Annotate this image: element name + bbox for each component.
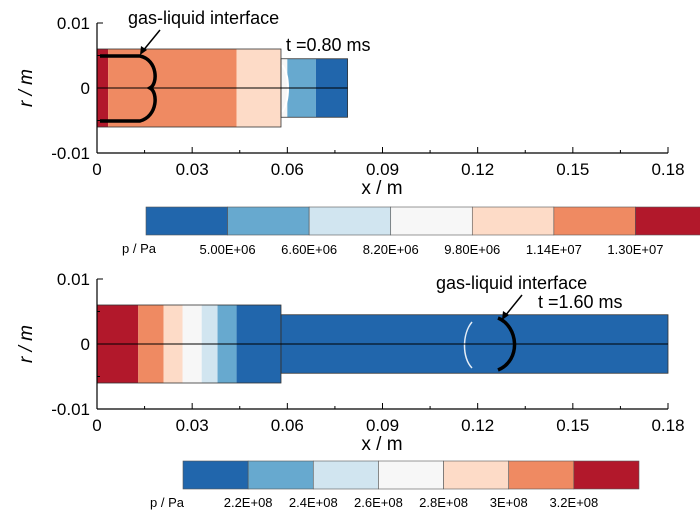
colorbar-cell: [227, 206, 310, 236]
colorbar-cell: [443, 460, 510, 490]
colorbar-2: p / Pa 2.2E+08 2.4E+08 2.6E+08 2.8E+08 3E+08…: [150, 460, 640, 510]
y-axis-label: r / m: [16, 69, 37, 107]
axis-ticks: 0 0.03 0.06 0.09 0.12 0.15 0.180.010-0.01: [51, 14, 684, 179]
colorbar-label: 5.00E+06: [200, 242, 256, 257]
colorbar-cell: [378, 460, 444, 490]
colorbar-cell: [247, 460, 314, 490]
colorbar-labels: 2.2E+08 2.4E+08 2.6E+08 2.8E+08 3E+08 3.2E+08: [224, 495, 599, 510]
colorbar-label: 2.4E+08: [289, 495, 338, 510]
x-tick-label: 0.12: [461, 416, 494, 435]
gas-liquid-interface-curve: [463, 316, 517, 372]
x-tick-label: 0.18: [651, 416, 684, 435]
colorbar-cells: [182, 460, 640, 490]
interface-arrow: [141, 29, 161, 53]
x-tick-label: 0.09: [366, 160, 399, 179]
x-tick-label: 0.15: [556, 160, 589, 179]
colorbar-cell: [553, 206, 636, 236]
colorbar-cell: [635, 206, 700, 236]
colorbar-cell: [312, 460, 379, 490]
colorbar-label: 2.2E+08: [224, 495, 273, 510]
y-tick-label: -0.01: [51, 400, 90, 419]
interface-annotation: gas-liquid interface: [128, 8, 279, 28]
x-tick-label: 0.18: [651, 160, 684, 179]
colorbar-cell: [308, 206, 392, 236]
colorbar-cell: [390, 206, 473, 236]
y-tick-label: 0.01: [57, 270, 90, 289]
panel-t160: 0 0.03 0.06 0.09 0.12 0.15 0.180.010-0.01 r / …: [16, 270, 685, 455]
x-tick-label: 0.09: [366, 416, 399, 435]
x-tick-label: 0.15: [556, 416, 589, 435]
colorbar-cell: [145, 206, 228, 236]
colorbar-label: 1.30E+07: [607, 242, 663, 257]
colorbar-cell: [182, 460, 249, 490]
colorbar-label: 6.60E+06: [281, 242, 337, 257]
x-tick-label: 0.03: [176, 160, 209, 179]
y-axis-label: r / m: [16, 325, 37, 363]
x-tick-label: 0: [92, 160, 101, 179]
colorbar-labels: 5.00E+06 6.60E+06 8.20E+06 9.80E+06 1.14E+07…: [200, 242, 664, 257]
colorbar-label: 1.14E+07: [526, 242, 582, 257]
colorbar-label: 3E+08: [490, 495, 528, 510]
colorbar-1: p / Pa 5.00E+06 6.60E+06 8.20E+06 9.80E+06 1…: [122, 206, 700, 257]
interface-annotation: gas-liquid interface: [436, 273, 587, 293]
interface-arrowhead: [140, 46, 147, 55]
colorbar-cell: [471, 206, 555, 236]
colorbar-label: 3.2E+08: [549, 495, 598, 510]
colorbar-title: p / Pa: [122, 241, 157, 256]
colorbar-cell: [573, 460, 640, 490]
y-tick-label: -0.01: [51, 144, 90, 163]
panel-t080: 0 0.03 0.06 0.09 0.12 0.15 0.180.010-0.01 r / …: [16, 8, 685, 199]
colorbar-label: 2.8E+08: [419, 495, 468, 510]
colorbar-title: p / Pa: [150, 495, 185, 510]
y-tick-label: 0: [81, 79, 90, 98]
x-tick-label: 0.12: [461, 160, 494, 179]
x-axis-label: x / m: [361, 178, 402, 199]
time-label: t =1.60 ms: [538, 292, 623, 312]
colorbar-cells: [145, 206, 700, 236]
x-tick-label: 0.06: [271, 160, 304, 179]
x-tick-label: 0: [92, 416, 101, 435]
y-tick-label: 0: [81, 335, 90, 354]
interface-arrow: [504, 294, 523, 317]
interface-arrowhead: [502, 311, 509, 320]
colorbar-label: 2.6E+08: [354, 495, 403, 510]
x-axis-label: x / m: [361, 434, 402, 455]
x-tick-label: 0.06: [271, 416, 304, 435]
axis-ticks: 0 0.03 0.06 0.09 0.12 0.15 0.180.010-0.01: [51, 270, 684, 435]
colorbar-label: 9.80E+06: [444, 242, 500, 257]
y-tick-label: 0.01: [57, 14, 90, 33]
x-tick-label: 0.03: [176, 416, 209, 435]
colorbar-cell: [508, 460, 575, 490]
colorbar-label: 8.20E+06: [363, 242, 419, 257]
time-label: t =0.80 ms: [286, 35, 371, 55]
